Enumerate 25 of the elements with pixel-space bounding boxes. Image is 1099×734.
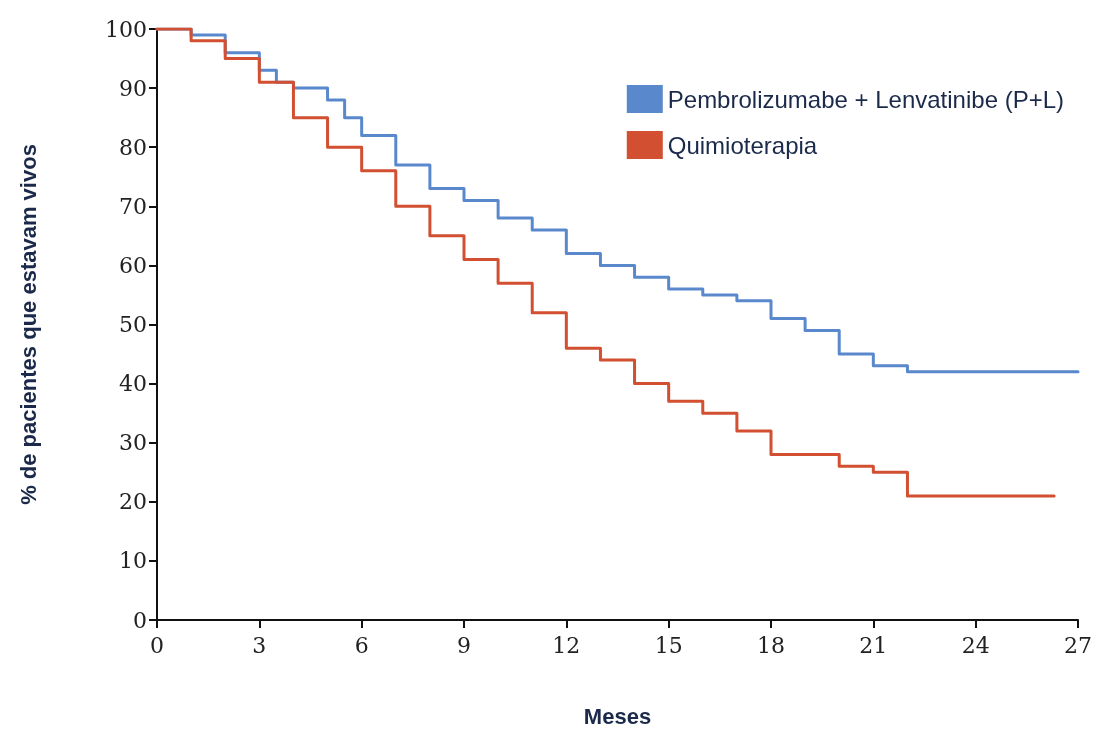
y-tick-label: 30 <box>119 430 147 456</box>
y-tick-label: 70 <box>119 193 147 219</box>
x-tick-label: 3 <box>252 632 267 658</box>
y-tick-label: 20 <box>119 489 147 515</box>
y-axis-title: % de pacientes que estavam vivos <box>15 144 41 505</box>
x-tick-label: 21 <box>859 632 888 658</box>
y-tick-label: 90 <box>119 75 147 101</box>
x-tick-label: 15 <box>654 632 683 658</box>
x-tick-label: 9 <box>457 632 471 658</box>
legend-label: Pembrolizumabe + Lenvatinibe (P+L) <box>667 85 1065 113</box>
y-tick-label: 80 <box>119 134 147 160</box>
x-tick-label: 12 <box>552 632 581 658</box>
y-tick-label: 100 <box>105 16 147 42</box>
y-tick-label: 0 <box>133 607 147 633</box>
x-tick-label: 24 <box>961 632 990 658</box>
x-axis-title: Meses <box>583 703 652 729</box>
y-tick-label: 60 <box>119 252 147 278</box>
x-tick-label: 27 <box>1064 632 1092 658</box>
legend-label: Quimioterapia <box>667 131 818 159</box>
x-tick-label: 18 <box>757 632 785 658</box>
x-tick-label: 0 <box>150 632 164 658</box>
y-tick-label: 50 <box>119 312 147 337</box>
y-tick-label: 10 <box>119 548 147 574</box>
x-tick-label: 6 <box>354 632 369 658</box>
y-tick-label: 40 <box>119 371 147 397</box>
